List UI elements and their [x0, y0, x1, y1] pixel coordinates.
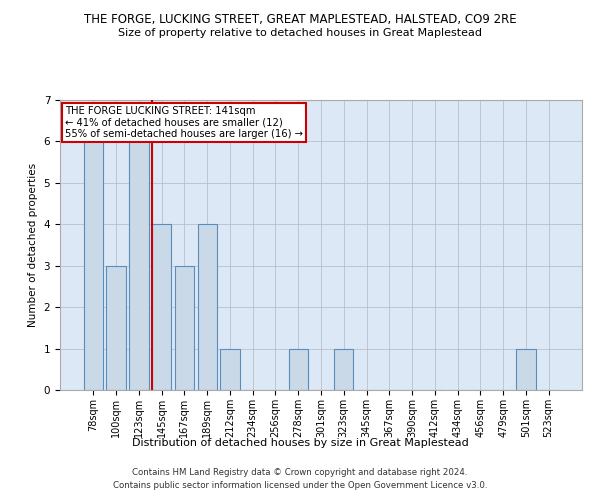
Bar — [516, 348, 536, 390]
Bar — [175, 266, 194, 390]
Text: THE FORGE LUCKING STREET: 141sqm
← 41% of detached houses are smaller (12)
55% o: THE FORGE LUCKING STREET: 141sqm ← 41% o… — [65, 106, 303, 139]
Bar — [106, 266, 126, 390]
Bar — [129, 142, 149, 390]
Bar — [289, 348, 308, 390]
Bar — [152, 224, 172, 390]
Bar — [220, 348, 239, 390]
Y-axis label: Number of detached properties: Number of detached properties — [28, 163, 38, 327]
Bar — [84, 142, 103, 390]
Text: Contains HM Land Registry data © Crown copyright and database right 2024.: Contains HM Land Registry data © Crown c… — [132, 468, 468, 477]
Text: THE FORGE, LUCKING STREET, GREAT MAPLESTEAD, HALSTEAD, CO9 2RE: THE FORGE, LUCKING STREET, GREAT MAPLEST… — [83, 12, 517, 26]
Bar — [197, 224, 217, 390]
Text: Contains public sector information licensed under the Open Government Licence v3: Contains public sector information licen… — [113, 480, 487, 490]
Text: Distribution of detached houses by size in Great Maplestead: Distribution of detached houses by size … — [131, 438, 469, 448]
Text: Size of property relative to detached houses in Great Maplestead: Size of property relative to detached ho… — [118, 28, 482, 38]
Bar — [334, 348, 353, 390]
